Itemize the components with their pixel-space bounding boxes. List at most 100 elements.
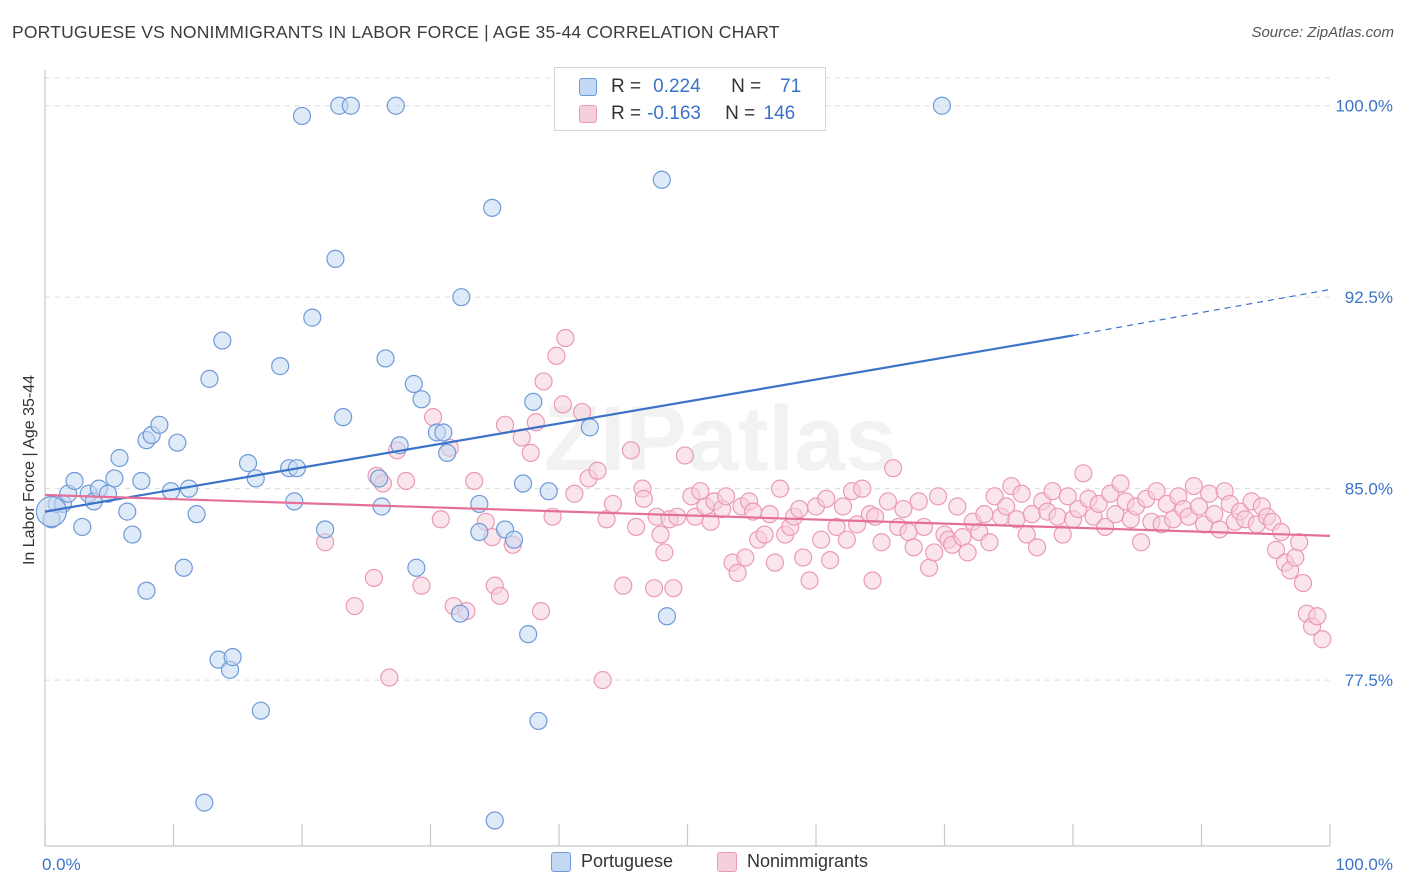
point-portuguese (168, 433, 187, 452)
stats-legend: R = 0.224 N = 71 R = -0.163 N = 146 (554, 67, 826, 131)
point-portuguese (326, 249, 345, 268)
grid-lines (45, 77, 1330, 681)
legend-r-value: 0.224 (653, 76, 701, 97)
point-nonimmigrants (928, 487, 948, 506)
source-note: Source: ZipAtlas.com (1251, 24, 1394, 41)
point-portuguese (200, 369, 219, 388)
bottom-legend-swatch-pink (717, 851, 737, 872)
point-portuguese (483, 198, 502, 217)
point-nonimmigrants (1147, 482, 1166, 501)
point-portuguese (118, 502, 137, 521)
point-nonimmigrants (894, 499, 913, 519)
point-nonimmigrants (760, 505, 779, 524)
axes (44, 70, 1331, 847)
point-portuguese (932, 96, 952, 115)
x-tick-label: 0.0% (42, 855, 81, 874)
point-portuguese (376, 349, 395, 368)
point-nonimmigrants (1290, 533, 1309, 552)
point-nonimmigrants (553, 395, 572, 414)
point-nonimmigrants (621, 441, 641, 460)
point-nonimmigrants (1266, 540, 1286, 559)
point-portuguese (303, 308, 322, 327)
point-nonimmigrants (914, 517, 934, 537)
point-nonimmigrants (531, 602, 551, 621)
point-nonimmigrants (691, 482, 710, 501)
point-nonimmigrants (800, 571, 819, 590)
point-nonimmigrants (827, 517, 846, 537)
y-axis-label: In Labor Force | Age 35-44 (21, 374, 38, 566)
point-nonimmigrants (925, 543, 944, 562)
point-nonimmigrants (597, 510, 616, 529)
point-portuguese (450, 604, 470, 623)
series-nonimmigrants (316, 328, 1332, 690)
point-portuguese (404, 374, 423, 394)
point-portuguese (434, 423, 453, 442)
point-nonimmigrants (626, 517, 646, 537)
point-nonimmigrants (837, 530, 856, 549)
point-nonimmigrants (664, 579, 683, 598)
point-nonimmigrants (794, 548, 813, 567)
point-nonimmigrants (975, 505, 994, 524)
point-nonimmigrants (833, 497, 853, 516)
point-nonimmigrants (543, 507, 562, 526)
point-portuguese (110, 448, 129, 468)
point-portuguese (407, 558, 426, 577)
point-nonimmigrants (919, 558, 939, 577)
bottom-legend-swatch-blue (551, 851, 571, 872)
point-nonimmigrants (380, 668, 399, 687)
point-nonimmigrants (593, 670, 612, 690)
point-portuguese (223, 648, 242, 667)
point-nonimmigrants (1027, 538, 1047, 557)
legend-swatch-blue (579, 78, 597, 96)
point-nonimmigrants (872, 533, 891, 552)
point-nonimmigrants (1012, 484, 1031, 503)
point-portuguese (195, 793, 214, 812)
point-nonimmigrants (675, 446, 695, 465)
point-portuguese (470, 522, 489, 542)
point-nonimmigrants (565, 484, 584, 503)
point-nonimmigrants (364, 568, 384, 588)
point-nonimmigrants (863, 571, 882, 590)
point-nonimmigrants (958, 543, 977, 562)
legend-r-value: -0.163 (647, 103, 701, 124)
point-nonimmigrants (997, 497, 1016, 516)
point-portuguese (341, 96, 360, 115)
point-nonimmigrants (1089, 494, 1108, 514)
point-portuguese (251, 701, 270, 720)
point-portuguese (370, 469, 389, 488)
point-portuguese (187, 505, 206, 524)
point-portuguese (271, 357, 290, 376)
bottom-legend-label: Nonimmigrants (747, 851, 869, 871)
point-portuguese (238, 454, 258, 473)
tick-labels: 77.5% 85.0% 92.5% 100.0% 0.0% 100.0% (42, 97, 1393, 874)
trend-line-portuguese-extension (1072, 288, 1331, 337)
point-nonimmigrants (644, 579, 664, 598)
point-nonimmigrants (345, 596, 364, 616)
point-nonimmigrants (899, 522, 918, 542)
point-portuguese (105, 469, 124, 488)
point-nonimmigrants (948, 497, 967, 516)
point-portuguese (513, 474, 533, 493)
point-nonimmigrants (556, 328, 575, 348)
trend-line-nonimmigrants (44, 493, 1331, 537)
point-nonimmigrants (755, 525, 774, 544)
point-nonimmigrants (817, 489, 836, 508)
point-nonimmigrants (1096, 517, 1115, 537)
point-nonimmigrants (1293, 573, 1313, 593)
point-nonimmigrants (878, 492, 898, 511)
y-tick-label: 85.0% (1345, 480, 1393, 499)
point-portuguese (132, 471, 151, 491)
point-nonimmigrants (1111, 474, 1130, 493)
point-portuguese (73, 517, 92, 537)
point-nonimmigrants (1074, 464, 1093, 483)
point-nonimmigrants (668, 507, 687, 526)
point-nonimmigrants (812, 530, 831, 549)
point-nonimmigrants (547, 346, 566, 365)
point-nonimmigrants (1205, 505, 1224, 524)
point-nonimmigrants (651, 525, 670, 544)
point-nonimmigrants (1210, 520, 1229, 539)
legend-n-value: 71 (780, 76, 802, 97)
legend-n-label: N = (725, 103, 756, 124)
point-nonimmigrants (1058, 487, 1077, 506)
point-nonimmigrants (853, 479, 872, 498)
